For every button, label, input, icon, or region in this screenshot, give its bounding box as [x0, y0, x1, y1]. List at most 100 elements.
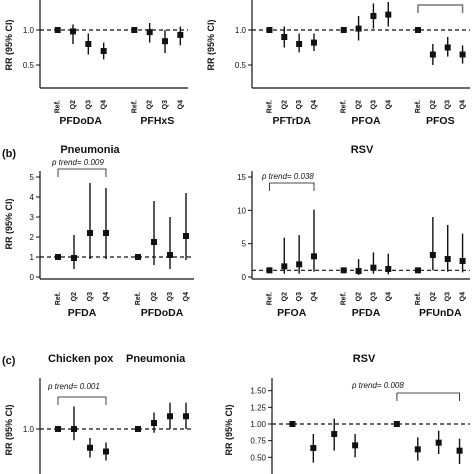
data-point [100, 48, 107, 54]
category-label: Q4 [311, 292, 318, 301]
category-label: Q2 [281, 292, 288, 301]
trend-bracket [57, 396, 107, 405]
data-point [70, 28, 76, 35]
y-tick-label: 1.25 [250, 403, 266, 412]
data-point [103, 448, 109, 455]
category-label: Ref. [266, 292, 273, 305]
category-label: Q3 [445, 292, 452, 301]
category-label: Q4 [103, 292, 110, 301]
panel-b-right: 0 5 10 15 RSV Ref. Q2 Q3 Q4 PFOA Ref. Q2 Q3 Q4 PFDA Ref… [237, 144, 470, 319]
group-label: PFTrDA [272, 115, 311, 127]
data-point [289, 421, 296, 427]
y-tick-label: 0.5 [23, 61, 35, 70]
category-label: Q3 [370, 292, 377, 301]
data-point [352, 442, 359, 449]
data-point [355, 268, 362, 274]
data-point [393, 421, 400, 427]
data-point [429, 252, 436, 258]
data-point [87, 444, 93, 451]
category-label: Q2 [356, 100, 363, 109]
y-tick-label: 1.00 [250, 420, 266, 429]
data-point [183, 413, 189, 420]
data-point [444, 256, 451, 262]
category-label: Q4 [311, 100, 318, 109]
p-trend-label: p trend= 0.008 [351, 381, 404, 390]
data-point [311, 253, 317, 260]
category-label: Q4 [183, 292, 190, 301]
data-point [331, 431, 338, 437]
data-point [266, 27, 273, 33]
data-point [435, 439, 442, 446]
data-point [459, 51, 466, 58]
group-label: PFDA [352, 307, 381, 319]
category-label: Ref. [135, 292, 142, 305]
y-tick-label: 3 [30, 213, 35, 222]
y-tick-label: 0.50 [250, 453, 266, 462]
data-point [310, 445, 317, 451]
category-label: Ref. [415, 292, 422, 305]
p-trend-label: p trend= 0.001 [47, 382, 100, 391]
data-point [296, 261, 303, 268]
category-label: Q4 [101, 100, 108, 109]
chart-title: RSV [353, 353, 376, 365]
chart-title: RSV [351, 144, 374, 156]
category-label: Q4 [460, 292, 467, 301]
y-tick-label: 1.50 [250, 387, 266, 396]
y-axis-label: RR (95% CI) [4, 19, 14, 70]
data-point [151, 420, 157, 426]
category-label: Ref. [266, 100, 273, 113]
y-tick-label: 1.0 [23, 425, 35, 434]
trend-bracket [269, 182, 315, 191]
y-axis-label: RR (95% CI) [224, 404, 234, 455]
y-axis-label: RR (95% CI) [4, 198, 14, 249]
data-point [266, 267, 273, 274]
category-label: Q2 [281, 100, 288, 109]
category-label: Q2 [430, 292, 437, 301]
panel-a-left: 0.5 1.0 RR (95% CI) Ref. Q2 Q3 Q4 PFDoDA Ref. Q2 Q… [4, 0, 188, 127]
data-point [370, 264, 377, 271]
data-point [456, 447, 463, 454]
trend-bracket [396, 392, 460, 401]
group-label: PFDoDA [59, 115, 102, 127]
y-tick-label: 0.5 [235, 61, 247, 70]
y-tick-label: 4 [30, 193, 35, 202]
panel-b-left: 0 1 2 3 4 5 RR (95% CI) Pneumonia Ref. Q2 Q3 Q4 PFDA… [4, 144, 194, 319]
data-point [167, 413, 173, 420]
data-point [414, 446, 421, 453]
data-point [281, 263, 288, 270]
y-tick-label: 0 [242, 273, 247, 282]
data-point [415, 27, 421, 33]
category-label: Ref. [415, 100, 422, 113]
group-label: PFOA [351, 115, 381, 127]
y-tick-label: 15 [237, 173, 246, 182]
data-point [54, 27, 61, 33]
data-point [183, 233, 189, 239]
category-label: Q2 [147, 100, 154, 109]
category-label: Q4 [460, 100, 467, 109]
panel-c-right: 0.50 0.75 1.00 1.25 1.50 RR (95% CI) RSV p tren… [224, 353, 470, 474]
category-label: Q3 [87, 292, 94, 301]
data-point [71, 426, 77, 432]
category-label: Q3 [370, 100, 377, 109]
category-label: Q3 [85, 100, 92, 109]
data-point [146, 29, 153, 36]
data-point [415, 267, 421, 274]
group-label: PFDA [68, 307, 97, 319]
data-point [55, 426, 61, 432]
category-label: Q3 [296, 100, 303, 109]
chart-title: Pneumonia [60, 144, 120, 156]
data-point [167, 252, 173, 258]
group-label: PFOA [277, 307, 307, 319]
data-point [385, 266, 392, 272]
data-point [177, 31, 184, 38]
data-point [340, 267, 347, 274]
category-label: Ref. [341, 100, 348, 113]
category-label: Q2 [151, 292, 158, 301]
data-point [151, 239, 157, 245]
y-tick-label: 0 [30, 273, 35, 282]
trend-bracket [57, 168, 107, 177]
data-point [311, 39, 317, 46]
data-point [370, 13, 377, 19]
panel-label-c: (c) [2, 355, 16, 367]
